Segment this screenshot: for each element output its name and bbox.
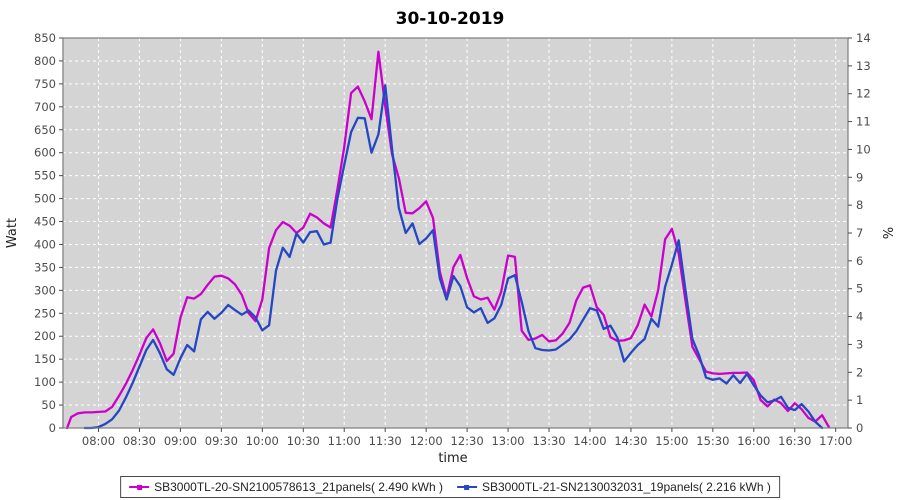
left-tick-label: 100 [34,375,56,389]
x-tick-label: 15:30 [696,434,729,448]
left-tick-label: 800 [34,54,56,68]
series-line-2 [83,84,824,430]
y-axis-label-left: Watt [5,218,20,248]
right-tick-label: 0 [856,421,863,435]
right-tick-label: 5 [856,282,863,296]
x-tick-label: 16:30 [778,434,811,448]
left-tick-label: 600 [34,146,56,160]
right-tick-label: 12 [856,87,871,101]
legend-item-series-2: SB3000TL-21-SN2130032031_19panels( 2.216… [457,480,771,494]
right-tick-label: 8 [856,198,863,212]
x-tick-label: 13:30 [532,434,565,448]
left-tick-label: 750 [34,77,56,91]
left-tick-label: 550 [34,169,56,183]
legend-label-series-1: SB3000TL-20-SN2100578613_21panels( 2.490… [154,480,443,494]
x-tick-label: 12:30 [451,434,484,448]
left-tick-label: 250 [34,306,56,320]
left-tick-label: 850 [34,31,56,45]
right-tick-label: 13 [856,59,871,73]
right-tick-label: 9 [856,170,863,184]
legend-item-series-1: SB3000TL-20-SN2100578613_21panels( 2.490… [129,480,443,494]
left-tick-label: 650 [34,123,56,137]
right-tick-label: 1 [856,393,863,407]
x-tick-label: 14:30 [614,434,647,448]
x-tick-label: 09:30 [205,434,238,448]
left-tick-label: 300 [34,283,56,297]
left-tick-label: 700 [34,100,56,114]
left-tick-label: 200 [34,329,56,343]
series-2-line-marker [457,484,477,491]
right-tick-label: 6 [856,254,863,268]
x-tick-label: 16:00 [737,434,770,448]
x-tick-label: 10:00 [246,434,279,448]
plot-area: 0501001502002503003504004505005506006507… [34,31,871,448]
plot-background [63,38,848,428]
y-axis-label-right: % [879,227,894,239]
right-tick-label: 14 [856,31,871,45]
left-tick-label: 350 [34,260,56,274]
x-tick-label: 09:00 [164,434,197,448]
right-tick-label: 7 [856,226,863,240]
right-tick-label: 4 [856,310,863,324]
left-tick-label: 450 [34,215,56,229]
x-tick-label: 10:30 [287,434,320,448]
x-tick-label: 15:00 [655,434,688,448]
x-tick-label: 11:00 [328,434,361,448]
left-tick-label: 400 [34,237,56,251]
chart-title: 30-10-2019 [396,9,505,29]
x-tick-label: 11:30 [369,434,402,448]
x-tick-label: 12:00 [410,434,443,448]
x-tick-label: 08:00 [82,434,115,448]
left-tick-label: 150 [34,352,56,366]
x-axis-label: time [438,451,467,466]
x-tick-label: 17:00 [819,434,852,448]
x-tick-label: 13:00 [491,434,524,448]
right-tick-label: 10 [856,142,871,156]
x-tick-label: 08:30 [123,434,156,448]
series-1-line-marker [129,484,150,491]
left-tick-label: 500 [34,192,56,206]
right-tick-label: 11 [856,115,871,129]
chart-legend: SB3000TL-20-SN2100578613_21panels( 2.490… [120,476,780,498]
right-tick-label: 3 [856,337,863,351]
left-tick-label: 0 [49,421,56,435]
x-tick-label: 14:00 [573,434,606,448]
legend-label-series-2: SB3000TL-21-SN2130032031_19panels( 2.216… [482,480,771,494]
left-tick-label: 50 [41,398,56,412]
right-tick-label: 2 [856,365,863,379]
